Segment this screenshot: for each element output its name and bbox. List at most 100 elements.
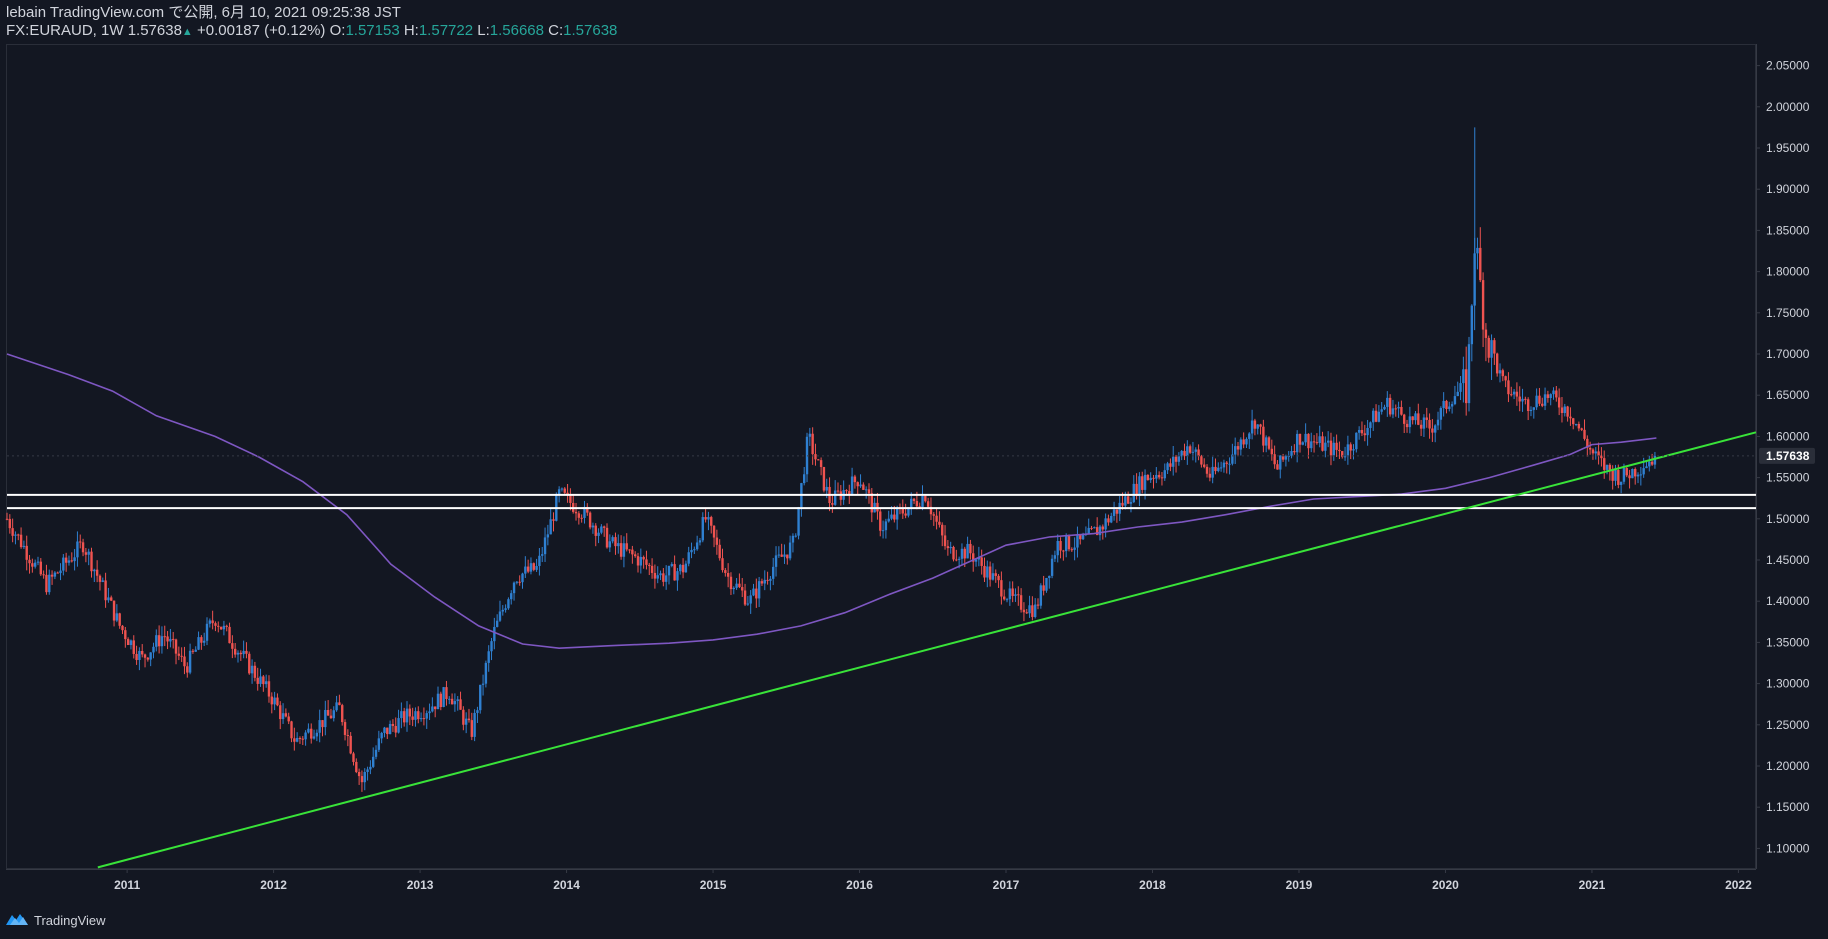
candle-body — [602, 526, 606, 528]
candle-body — [76, 541, 79, 558]
candle-body — [1349, 444, 1352, 451]
candle-body — [166, 636, 169, 642]
candle-body — [1025, 612, 1028, 614]
y-tick-label: 1.15000 — [1766, 800, 1810, 814]
candle-body — [352, 753, 355, 762]
candle-body — [42, 574, 45, 576]
candle-body — [684, 563, 688, 573]
candle-body — [1428, 419, 1431, 429]
candle-body — [270, 696, 273, 705]
candle-body — [912, 498, 916, 502]
candle-body — [704, 517, 707, 520]
candle-body — [1146, 474, 1150, 481]
candle-body — [1203, 464, 1206, 467]
candle-body — [233, 648, 237, 655]
candle-body — [619, 543, 623, 557]
candle-body — [1498, 370, 1502, 374]
candle-body — [1391, 408, 1395, 415]
x-tick-label: 2020 — [1432, 878, 1459, 892]
candle-body — [1397, 406, 1400, 409]
candle-body — [957, 558, 961, 560]
candle-body — [1141, 476, 1144, 490]
candle-body — [788, 542, 792, 559]
candle-body — [1524, 398, 1527, 400]
candle-body — [1360, 429, 1364, 434]
candle-body — [580, 517, 583, 519]
candle-body — [983, 565, 986, 578]
candle-body — [349, 735, 352, 754]
candle-body — [372, 756, 375, 767]
candle-body — [1405, 423, 1409, 428]
candle-body — [1332, 442, 1335, 456]
candle-body — [335, 702, 338, 711]
candle-body — [529, 563, 533, 572]
candle-body — [53, 572, 57, 577]
candle-body — [1028, 605, 1031, 614]
low-label: L: — [477, 22, 490, 39]
candle-body — [1087, 527, 1090, 534]
candle-body — [428, 711, 431, 714]
price-axis[interactable]: 2.05000 2.00000 1.95000 1.90000 1.85000 1.800… — [1756, 59, 1810, 856]
candle-body — [972, 553, 975, 562]
candle-body — [850, 476, 854, 496]
footer-brand[interactable]: TradingView — [34, 912, 106, 928]
candle-body — [1095, 527, 1099, 536]
candle-body — [110, 597, 113, 601]
candle-body — [960, 548, 964, 559]
candle-body — [608, 541, 612, 548]
candle-body — [791, 535, 795, 543]
time-axis[interactable]: 2011 2012 2013 2014 2015 2016 2017 2018 2019 2020… — [114, 869, 1752, 892]
candle-body — [645, 559, 648, 565]
candle-body — [605, 527, 609, 548]
candle-body — [101, 580, 104, 582]
candle-body — [245, 650, 248, 654]
candle-body — [1372, 410, 1375, 423]
candle-body — [1617, 470, 1620, 485]
symbol-label[interactable]: FX:EURAUD, 1W — [6, 22, 124, 39]
candle-body — [1276, 464, 1279, 470]
candle-body — [293, 738, 296, 742]
candle-body — [1329, 440, 1333, 456]
candle-body — [757, 581, 761, 599]
change-arrow-icon: ▲ — [181, 26, 193, 38]
candle-body — [1425, 417, 1428, 420]
y-tick-label: 1.30000 — [1766, 677, 1810, 691]
candle-body — [177, 653, 181, 656]
candle-body — [676, 571, 679, 581]
candle-body — [1369, 422, 1372, 428]
candle-body — [1529, 409, 1533, 411]
y-tick-label: 2.05000 — [1766, 59, 1810, 73]
candle-body — [1008, 588, 1012, 600]
candle-body — [1200, 456, 1203, 465]
candle-body — [994, 573, 997, 576]
high-value: 1.57722 — [418, 22, 474, 39]
ohlc-row: FX:EURAUD, 1W 1.57638▲ +0.00187 (+0.12%)… — [6, 22, 617, 41]
candle-body — [1456, 391, 1459, 397]
candle-body — [369, 766, 372, 770]
tradingview-logo-icon[interactable] — [4, 911, 30, 930]
candle-body — [1191, 451, 1195, 453]
candle-body — [524, 566, 527, 574]
candle-body — [1188, 446, 1192, 453]
candle-body — [783, 554, 786, 557]
candle-body — [329, 715, 333, 719]
candle-body — [90, 551, 93, 572]
candle-body — [622, 543, 626, 557]
candle-body — [774, 555, 778, 567]
candle-body — [1352, 449, 1355, 451]
candle-body — [149, 652, 152, 660]
candle-body — [1507, 380, 1510, 395]
candle-body — [211, 620, 214, 624]
candle-body — [1532, 407, 1535, 410]
y-tick-label: 1.40000 — [1766, 594, 1810, 608]
candle-body — [1236, 446, 1240, 450]
candle-body — [1279, 455, 1282, 470]
candle-body — [743, 590, 747, 605]
candle-body — [1526, 399, 1530, 411]
candle-body — [135, 653, 138, 661]
candle-body — [188, 650, 192, 673]
candle-body — [831, 503, 834, 505]
candle-body — [701, 517, 704, 541]
x-tick-label: 2015 — [700, 878, 727, 892]
